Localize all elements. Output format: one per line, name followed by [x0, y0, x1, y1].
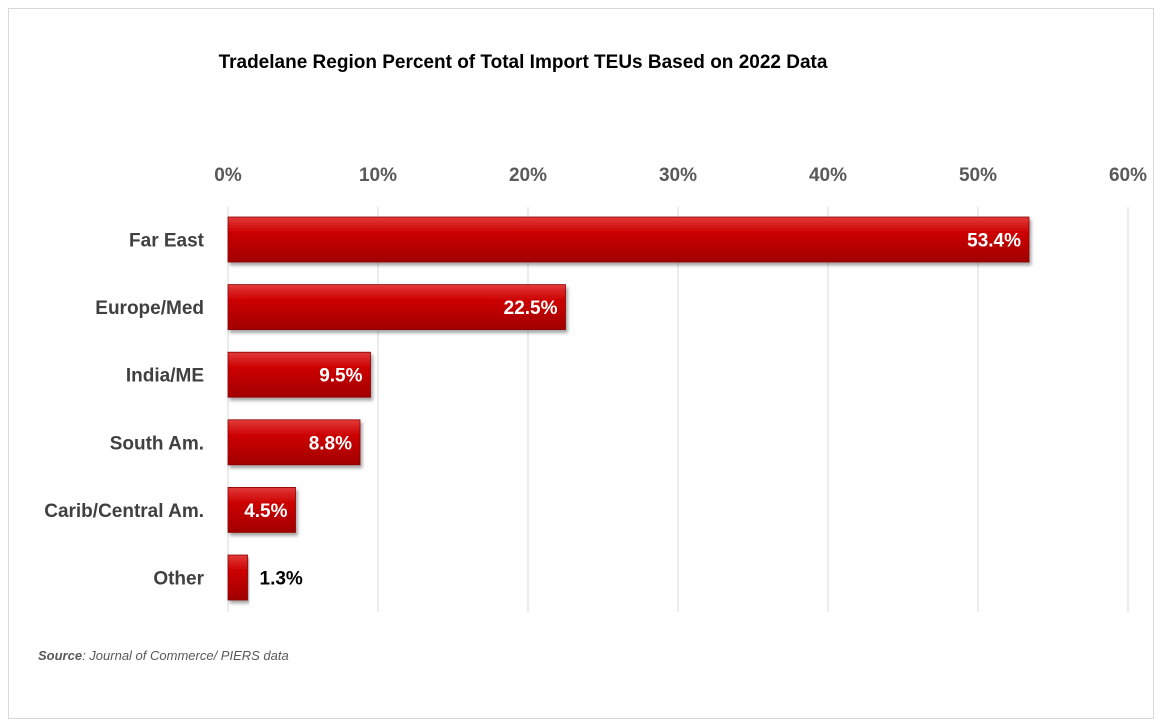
x-tick-label: 20%: [509, 165, 547, 186]
x-tick-label: 10%: [359, 165, 397, 186]
source-label: Source: [38, 648, 83, 663]
category-label: Carib/Central Am.: [44, 501, 204, 522]
bar: [227, 486, 296, 533]
source-note: Source: Journal of Commerce/ PIERS data: [38, 648, 289, 663]
bars: [227, 216, 1030, 601]
x-tick-label: 40%: [809, 165, 847, 186]
x-tick-label: 50%: [959, 165, 997, 186]
bar: [227, 284, 566, 331]
category-label: Far East: [129, 231, 205, 252]
data-label: 8.8%: [309, 433, 352, 454]
category-label: South Am.: [110, 433, 204, 454]
data-label: 22.5%: [504, 298, 558, 319]
x-axis-ticks: 0% 10% 20% 30% 40% 50% 60%: [214, 165, 1147, 186]
data-label: 53.4%: [967, 231, 1021, 252]
bar: [227, 351, 371, 398]
x-tick-label: 60%: [1109, 165, 1147, 186]
x-tick-label: 0%: [214, 165, 242, 186]
category-label: Europe/Med: [95, 298, 204, 319]
category-label: Other: [153, 569, 204, 590]
bar: [227, 216, 1030, 263]
category-labels: Far East Europe/Med India/ME South Am. Carib…: [44, 231, 204, 590]
data-label: 4.5%: [244, 501, 287, 522]
gridlines: [227, 207, 1129, 612]
bar: [227, 554, 248, 601]
data-label: 1.3%: [260, 569, 303, 590]
data-label: 9.5%: [319, 366, 362, 387]
x-tick-label: 30%: [659, 165, 697, 186]
chart-title: Tradelane Region Percent of Total Import…: [218, 52, 828, 73]
source-text: : Journal of Commerce/ PIERS data: [82, 648, 289, 663]
data-labels: 53.4% 22.5% 9.5% 8.8% 4.5% 1.3%: [244, 231, 1021, 590]
category-label: India/ME: [126, 366, 204, 387]
chart-frame: [8, 8, 1154, 719]
bar: [227, 419, 361, 466]
